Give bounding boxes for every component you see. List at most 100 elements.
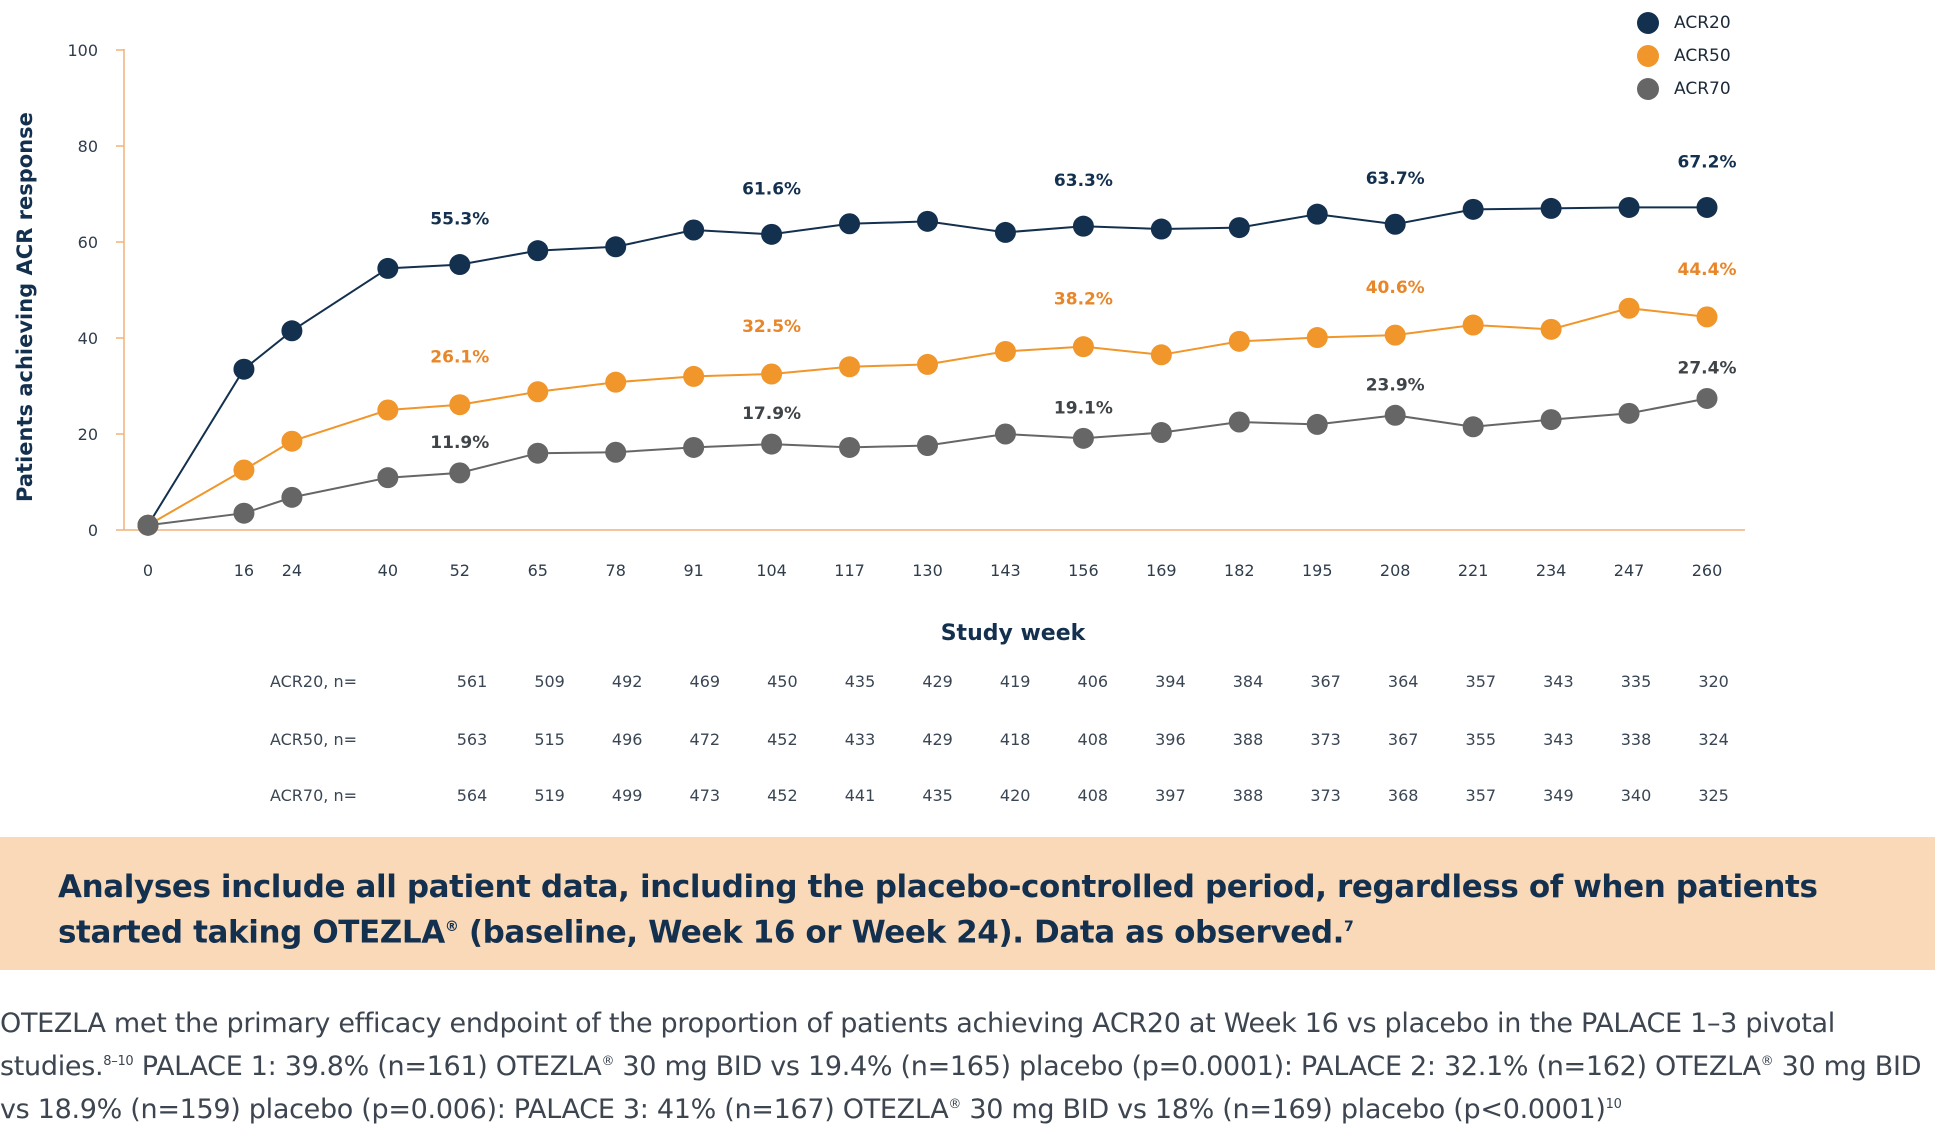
legend-marker-acr50 bbox=[1637, 45, 1659, 67]
data-point-acr50 bbox=[449, 394, 471, 416]
x-tick-label: 65 bbox=[528, 561, 548, 580]
n-table-cell: 355 bbox=[1466, 730, 1497, 749]
x-tick-label: 130 bbox=[912, 561, 943, 580]
data-point-acr50 bbox=[1306, 327, 1328, 349]
footnote-part-5: 30 mg BID vs 18% (n=169) placebo (p<0.00… bbox=[961, 1094, 1606, 1125]
n-table-cell: 515 bbox=[534, 730, 565, 749]
data-point-acr70 bbox=[1384, 404, 1406, 426]
n-table-cell: 367 bbox=[1310, 672, 1341, 691]
data-point-acr50 bbox=[917, 353, 938, 375]
n-table-cell: 373 bbox=[1310, 786, 1341, 805]
y-tick-label: 80 bbox=[78, 137, 98, 156]
legend: ACR20 ACR50 ACR70 bbox=[1637, 12, 1731, 100]
n-table-cell: 343 bbox=[1543, 730, 1574, 749]
n-table-cell: 367 bbox=[1388, 730, 1419, 749]
data-point-acr20 bbox=[449, 254, 471, 276]
n-table-cell: 509 bbox=[534, 672, 565, 691]
data-point-acr50 bbox=[1384, 324, 1406, 346]
n-table-cell: 452 bbox=[767, 786, 798, 805]
n-table-cell: 429 bbox=[922, 730, 953, 749]
data-point-acr50 bbox=[761, 363, 783, 385]
data-point-acr70 bbox=[1540, 409, 1562, 431]
data-label-acr70: 23.9% bbox=[1366, 375, 1425, 395]
data-point-acr20 bbox=[1462, 198, 1484, 220]
data-point-acr20 bbox=[1072, 215, 1094, 237]
data-label-acr20: 55.3% bbox=[430, 210, 489, 230]
banner-line-2a: started taking OTEZLA bbox=[58, 914, 445, 951]
n-table-cell: 388 bbox=[1233, 786, 1264, 805]
n-table-cell: 335 bbox=[1621, 672, 1652, 691]
data-point-acr70 bbox=[1072, 427, 1094, 449]
n-table-cell: 343 bbox=[1543, 672, 1574, 691]
n-table-cell: 435 bbox=[845, 672, 876, 691]
data-point-acr20 bbox=[839, 213, 861, 235]
n-table-cell: 420 bbox=[1000, 786, 1031, 805]
x-axis-label: Study week bbox=[941, 621, 1087, 646]
n-table-cell: 394 bbox=[1155, 672, 1186, 691]
data-point-acr70 bbox=[281, 486, 303, 508]
y-tick-label: 60 bbox=[78, 233, 98, 252]
y-tick-label: 20 bbox=[78, 425, 98, 444]
legend-marker-acr20 bbox=[1637, 12, 1659, 34]
data-point-acr50 bbox=[1618, 297, 1640, 319]
primary-endpoint-footnote: OTEZLA met the primary efficacy endpoint… bbox=[0, 1005, 1950, 1129]
acr-response-chart: 0 20 40 60 80 100 0 16 24 40 52 65 78 91 104 117 130 143… bbox=[13, 12, 1745, 805]
data-point-acr70 bbox=[233, 502, 255, 524]
series-acr20: 55.3% 61.6% 63.3% 63.7% 67.2% bbox=[137, 152, 1736, 536]
n-table-cell: 564 bbox=[457, 786, 488, 805]
n-table-row-label: ACR50, n= bbox=[270, 730, 357, 749]
data-label-acr70: 17.9% bbox=[742, 404, 801, 424]
n-table-cell: 340 bbox=[1621, 786, 1652, 805]
data-point-acr20 bbox=[761, 223, 783, 245]
axes bbox=[123, 49, 1745, 531]
x-tick-label: 78 bbox=[606, 561, 626, 580]
n-table-cell: 357 bbox=[1466, 786, 1497, 805]
x-tick-label: 260 bbox=[1692, 561, 1723, 580]
n-table-cell: 357 bbox=[1466, 672, 1497, 691]
data-point-acr70 bbox=[1228, 411, 1250, 433]
data-point-acr50 bbox=[281, 430, 303, 452]
n-table-cell: 492 bbox=[612, 672, 643, 691]
x-tick-label: 40 bbox=[378, 561, 398, 580]
data-point-acr20 bbox=[1228, 217, 1250, 239]
n-table-cell: 368 bbox=[1388, 786, 1419, 805]
legend-label-acr70: ACR70 bbox=[1674, 79, 1731, 99]
n-table-cell: 563 bbox=[457, 730, 488, 749]
analysis-note-banner: Analyses include all patient data, inclu… bbox=[0, 837, 1935, 970]
data-point-acr50 bbox=[1696, 306, 1718, 328]
data-point-acr50 bbox=[994, 340, 1016, 362]
legend-label-acr50: ACR50 bbox=[1674, 46, 1731, 66]
n-table-row-label: ACR70, n= bbox=[270, 786, 357, 805]
data-point-acr50 bbox=[233, 459, 255, 481]
data-label-acr20: 63.3% bbox=[1054, 171, 1113, 191]
data-point-acr20 bbox=[1618, 196, 1640, 218]
data-label-acr20: 61.6% bbox=[742, 179, 801, 199]
data-point-acr70 bbox=[839, 436, 861, 458]
x-tick-label: 143 bbox=[990, 561, 1021, 580]
footnote-part-2: PALACE 1: 39.8% (n=161) OTEZLA bbox=[133, 1051, 602, 1082]
x-axis-ticks: 0 16 24 40 52 65 78 91 104 117 130 143 156 169 182 195 2… bbox=[143, 561, 1722, 580]
x-tick-label: 52 bbox=[450, 561, 470, 580]
x-tick-label: 16 bbox=[234, 561, 254, 580]
data-point-acr20 bbox=[377, 257, 399, 279]
series-acr50: 26.1% 32.5% 38.2% 40.6% 44.4% bbox=[137, 260, 1736, 536]
data-label-acr50: 26.1% bbox=[430, 348, 489, 368]
footnote-part-3: 30 mg BID vs 19.4% (n=165) placebo (p=0.… bbox=[614, 1051, 1761, 1082]
data-point-acr50 bbox=[683, 365, 705, 387]
n-table-cell: 364 bbox=[1388, 672, 1419, 691]
y-tick-label: 0 bbox=[88, 521, 98, 540]
x-tick-label: 91 bbox=[683, 561, 703, 580]
data-point-acr20 bbox=[683, 219, 705, 241]
data-point-acr50 bbox=[1228, 330, 1250, 352]
data-point-acr70 bbox=[377, 467, 399, 489]
data-point-acr70 bbox=[917, 435, 938, 457]
x-tick-label: 182 bbox=[1224, 561, 1255, 580]
data-point-acr50 bbox=[605, 371, 627, 393]
n-table-cell: 406 bbox=[1078, 672, 1109, 691]
data-point-acr50 bbox=[1072, 336, 1094, 358]
n-table-cell: 429 bbox=[922, 672, 953, 691]
n-table-cell: 450 bbox=[767, 672, 798, 691]
data-point-acr20 bbox=[1150, 218, 1172, 240]
legend-marker-acr70 bbox=[1637, 78, 1659, 100]
n-table-cell: 472 bbox=[690, 730, 721, 749]
